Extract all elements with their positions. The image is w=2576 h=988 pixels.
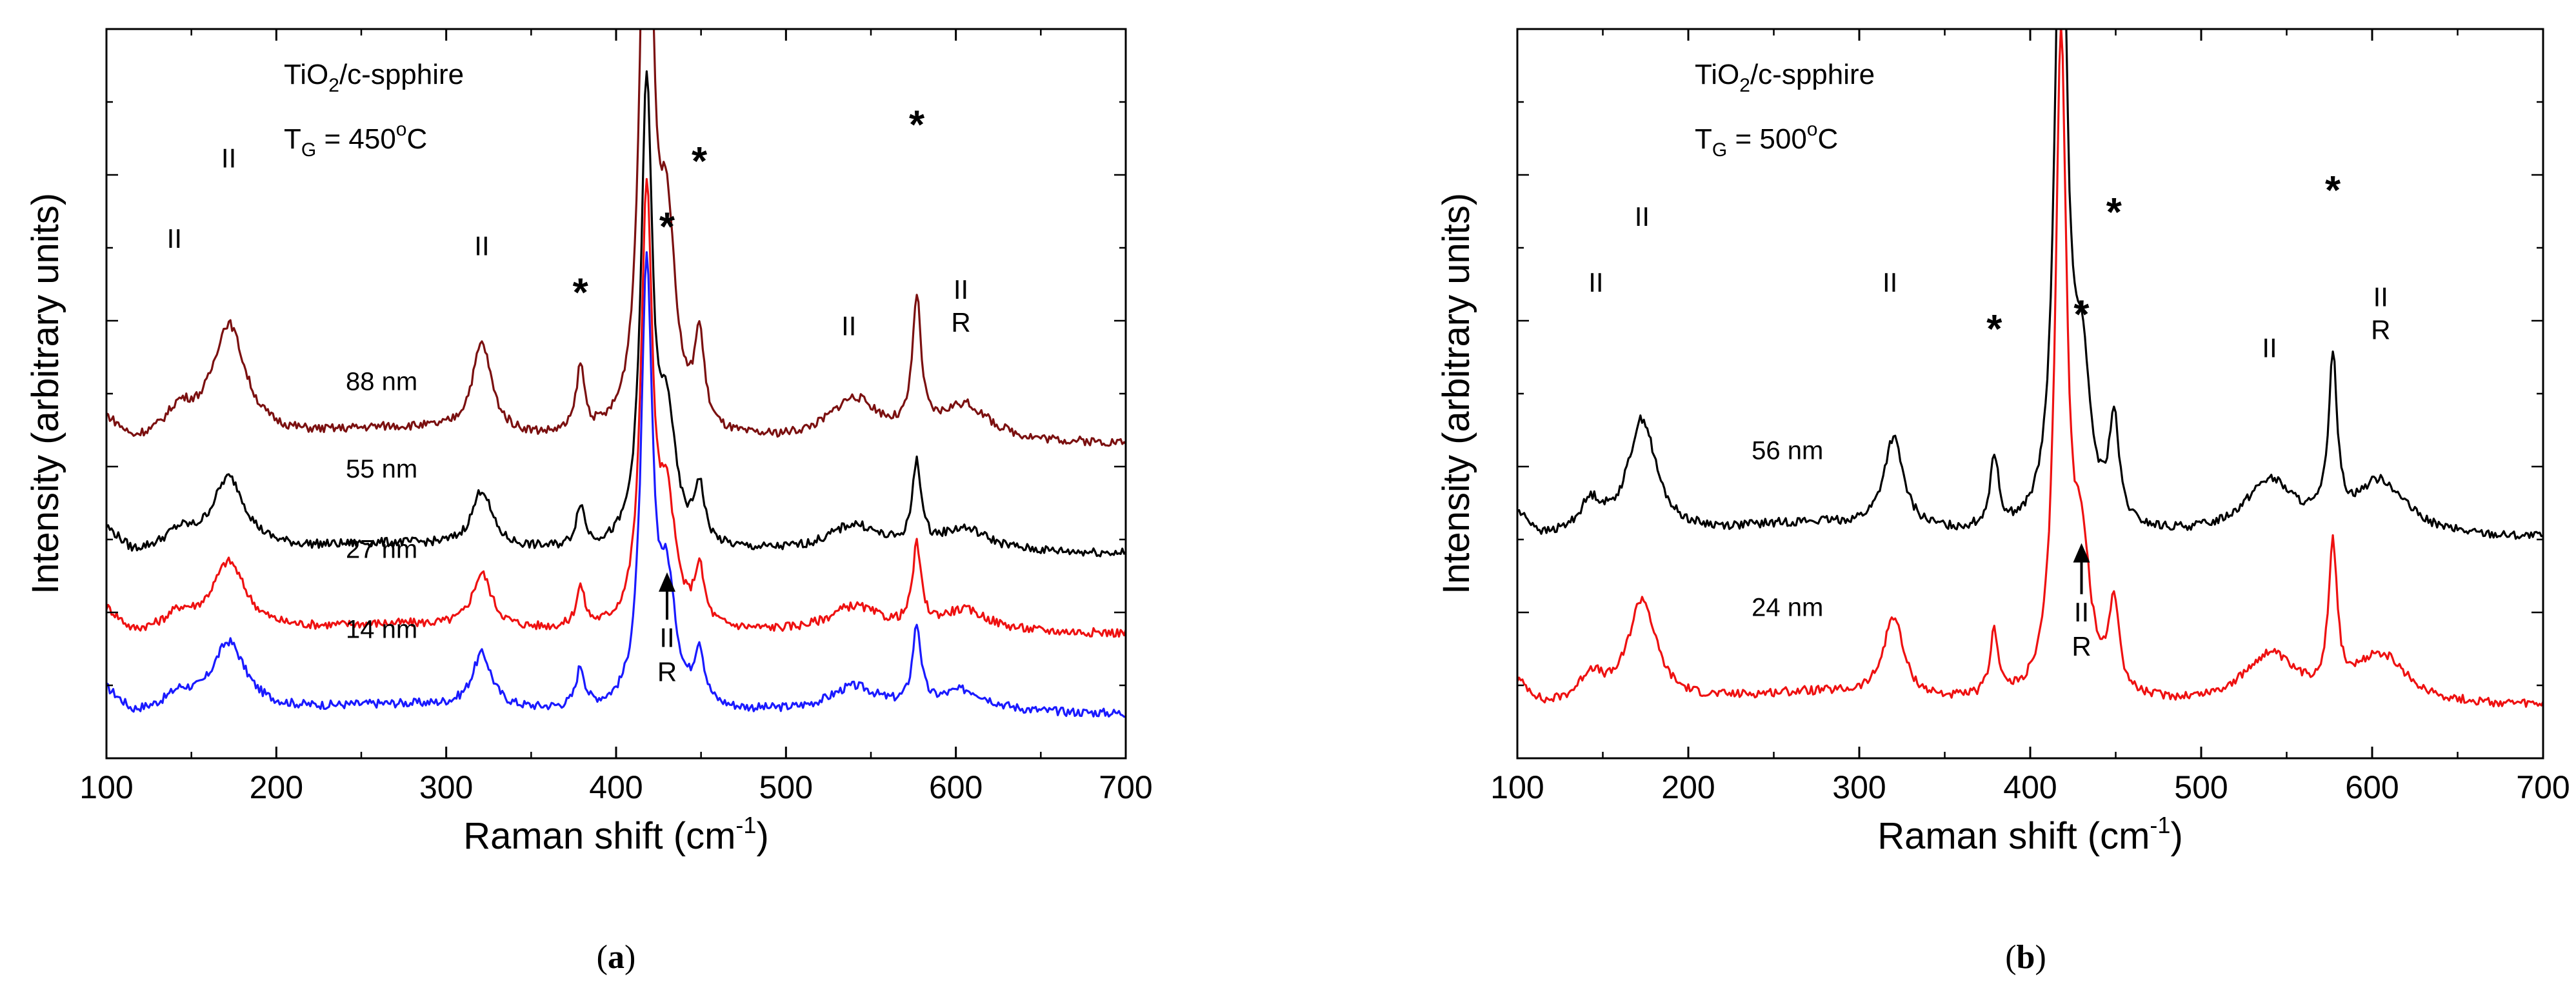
peak-phase-label: II xyxy=(1882,267,1897,297)
peak-phase-label: R xyxy=(2371,314,2390,345)
peak-star-marker: * xyxy=(2106,190,2122,235)
curve-label: 27 nm xyxy=(346,535,417,563)
series-line-56nm xyxy=(1517,29,2543,540)
arrow-label-r: R xyxy=(2072,631,2091,661)
curve-label: 14 nm xyxy=(346,616,417,644)
sample-label: TiO2/c-spphire xyxy=(1695,59,1875,96)
x-tick-label: 300 xyxy=(1832,769,1886,805)
caption-close: ) xyxy=(624,939,635,976)
peak-phase-label: II xyxy=(2262,333,2277,363)
peak-star-marker: * xyxy=(909,103,925,148)
temp-prefix: T xyxy=(284,123,301,155)
peak-star-marker: * xyxy=(2073,292,2090,337)
sample-main: TiO xyxy=(1695,59,1739,90)
x-tick-label: 600 xyxy=(2345,769,2399,805)
series-line-14nm xyxy=(106,251,1126,718)
temp-value: = 500 xyxy=(1727,123,1807,155)
y-axis-label: Intensity (arbitrary units) xyxy=(25,193,66,594)
plot-frame xyxy=(1516,28,2544,760)
temp-deg: o xyxy=(1807,119,1818,140)
temp-unit: C xyxy=(406,123,427,155)
x-axis-label-close: ) xyxy=(2170,815,2182,857)
series-line-88nm xyxy=(106,29,1126,447)
x-tick-label: 400 xyxy=(2003,769,2057,805)
peak-phase-label: II xyxy=(2373,281,2388,312)
x-tick-label: 200 xyxy=(1661,769,1715,805)
series-group xyxy=(1517,29,2543,708)
arrow-head xyxy=(2073,543,2090,563)
peak-star-marker: * xyxy=(659,205,675,250)
x-axis-label-close: ) xyxy=(756,815,768,857)
x-tick-label: 200 xyxy=(250,769,303,805)
x-tick-label: 700 xyxy=(2516,769,2570,805)
peak-phase-label: II xyxy=(954,274,968,305)
x-axis-label-sup: -1 xyxy=(2150,812,2170,838)
temp-sub: G xyxy=(1712,139,1727,161)
series-line-24nm xyxy=(1517,29,2543,708)
growth-temp-label: TG = 500oC xyxy=(1695,119,1838,161)
sample-main: TiO xyxy=(284,59,328,90)
peak-phase-label: II xyxy=(1588,267,1603,297)
peak-phase-label: II xyxy=(841,311,856,341)
temp-sub: G xyxy=(301,139,316,161)
sample-sub: 2 xyxy=(328,75,339,96)
series-line-55nm xyxy=(106,70,1126,558)
arrow-head xyxy=(659,572,675,592)
curve-label: 24 nm xyxy=(1752,594,1823,622)
x-tick-label: 700 xyxy=(1099,769,1152,805)
x-tick-label: 600 xyxy=(929,769,983,805)
x-axis-label-main: Raman shift (cm xyxy=(1877,815,2150,857)
peak-phase-label: R xyxy=(951,307,970,338)
chart-panel-a: 100 200 300 400 500 600 700 Raman shift (cm-1) I… xyxy=(25,28,1153,976)
peak-star-marker: * xyxy=(2325,168,2341,213)
peak-phase-label: II xyxy=(221,143,236,174)
arrow-label-phase: II xyxy=(2074,597,2089,627)
peak-star-marker: * xyxy=(573,270,589,315)
chart-panel-b: 100 200 300 400 500 600 700 Raman shift (cm-1) I… xyxy=(1435,28,2570,976)
caption-letter: b xyxy=(2017,939,2035,976)
x-tick-label: 100 xyxy=(1490,769,1544,805)
sample-rest: /c-spphire xyxy=(1750,59,1875,90)
y-axis-label: Intensity (arbitrary units) xyxy=(1435,193,1477,594)
x-axis-label-sup: -1 xyxy=(735,812,756,838)
plot-frame xyxy=(105,28,1127,760)
sample-label: TiO2/c-spphire xyxy=(284,59,464,96)
sample-sub: 2 xyxy=(1739,75,1750,96)
series-group xyxy=(106,29,1126,718)
curve-label: 55 nm xyxy=(346,455,417,483)
peak-star-marker: * xyxy=(1986,307,2002,352)
x-axis-label-main: Raman shift (cm xyxy=(463,815,735,857)
peak-phase-label: II xyxy=(474,230,489,261)
series-line-27nm xyxy=(106,177,1126,638)
temp-value: = 450 xyxy=(316,123,396,155)
arrow-label-r: R xyxy=(657,656,677,687)
temp-unit: C xyxy=(1817,123,1838,155)
caption-letter: a xyxy=(608,939,624,976)
panel-caption: (a) xyxy=(597,939,636,976)
arrow-label-phase: II xyxy=(659,622,674,652)
temp-prefix: T xyxy=(1695,123,1712,155)
x-tick-label: 500 xyxy=(759,769,813,805)
caption-open: ( xyxy=(2005,939,2016,976)
curve-label: 56 nm xyxy=(1752,437,1823,465)
caption-open: ( xyxy=(597,939,608,976)
x-tick-label: 400 xyxy=(589,769,643,805)
sample-rest: /c-spphire xyxy=(339,59,464,90)
panel-caption: (b) xyxy=(2005,939,2046,976)
growth-temp-label: TG = 450oC xyxy=(284,119,427,161)
x-tick-label: 100 xyxy=(79,769,133,805)
peak-phase-label: II xyxy=(167,223,182,254)
peak-star-marker: * xyxy=(692,139,708,184)
curve-label: 88 nm xyxy=(346,367,417,396)
x-axis-label: Raman shift (cm-1) xyxy=(463,812,769,857)
temp-deg: o xyxy=(396,119,407,140)
x-axis-label: Raman shift (cm-1) xyxy=(1877,812,2183,857)
x-tick-label: 500 xyxy=(2174,769,2228,805)
peak-phase-label: II xyxy=(1635,201,1650,232)
caption-close: ) xyxy=(2035,939,2046,976)
x-tick-label: 300 xyxy=(419,769,473,805)
